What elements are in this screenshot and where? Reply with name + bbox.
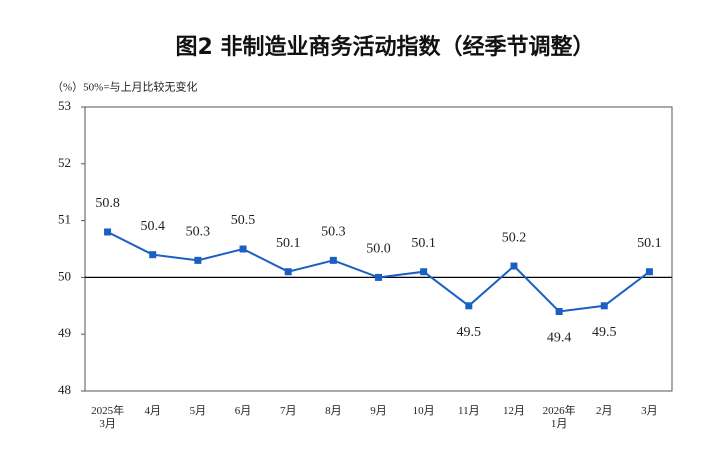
data-label: 50.3	[186, 225, 211, 240]
y-tick-label: 49	[58, 325, 71, 340]
data-label: 49.5	[457, 325, 482, 340]
y-tick-label: 53	[58, 98, 71, 113]
x-tick-label: 11月	[458, 405, 480, 417]
x-tick-label: 3月	[641, 405, 658, 417]
x-tick-label: 2026年 1月	[542, 405, 576, 430]
point-marker	[149, 251, 157, 259]
data-label: 50.0	[366, 242, 391, 257]
chart-title: 图2 非制造业商务活动指数（经季节调整）	[176, 34, 595, 60]
data-label: 50.8	[95, 196, 120, 211]
point-marker	[194, 256, 202, 264]
data-label: 50.2	[502, 230, 527, 245]
x-tick-label: 5月	[189, 405, 207, 417]
data-label: 50.3	[321, 225, 346, 240]
point-marker	[104, 228, 112, 236]
point-marker	[465, 302, 473, 310]
y-tick-label: 48	[58, 382, 71, 397]
point-marker	[600, 302, 608, 310]
x-tick-label: 6月	[234, 405, 252, 417]
x-tick-label: 12月	[502, 405, 525, 417]
x-tick-label: 9月	[370, 405, 387, 417]
x-tick-label: 2025年 3月	[91, 405, 125, 430]
x-tick-label: 7月	[279, 405, 297, 417]
y-tick-label: 50	[58, 268, 71, 283]
point-marker	[555, 307, 563, 315]
data-label: 50.1	[411, 236, 436, 251]
x-tick-label: 4月	[144, 405, 161, 417]
point-marker	[284, 268, 292, 276]
point-marker	[375, 273, 382, 281]
data-label: 50.5	[231, 213, 256, 228]
chart-subtitle: （%）50%=与上月比较无变化	[52, 80, 198, 94]
point-marker	[645, 268, 653, 276]
x-tick-label: 8月	[325, 405, 342, 417]
data-label: 50.1	[276, 236, 301, 251]
point-marker	[420, 268, 428, 276]
y-tick-label: 51	[58, 212, 71, 227]
point-marker	[510, 262, 518, 270]
y-tick-label: 52	[58, 155, 71, 170]
point-marker	[239, 245, 247, 253]
data-label: 49.5	[592, 325, 617, 340]
data-label: 50.4	[140, 219, 165, 234]
data-label: 49.4	[547, 331, 572, 346]
data-label: 50.1	[637, 236, 662, 251]
plot-frame	[84, 106, 673, 392]
point-marker	[329, 256, 337, 264]
x-tick-label: 2月	[596, 405, 613, 417]
x-tick-label: 10月	[412, 405, 435, 417]
